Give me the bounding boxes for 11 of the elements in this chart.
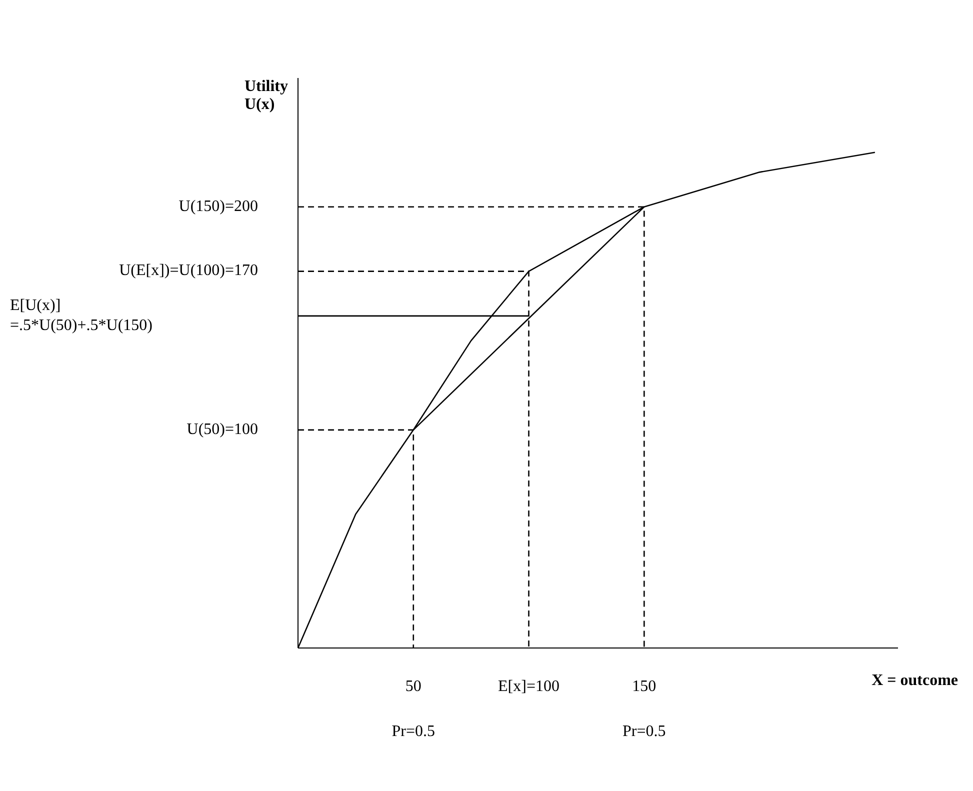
text: U(E[x])=U(100)=170 xyxy=(119,261,258,282)
text: E[U(x)] =.5*U(50)+.5*U(150) xyxy=(10,296,152,336)
text: Pr=0.5 xyxy=(622,723,667,741)
text: U(150)=200 xyxy=(178,196,258,217)
y-axis-title: Utility U(x) xyxy=(244,78,288,114)
x-axis-title: X = outcome xyxy=(872,672,958,690)
x-tick-label: 50 xyxy=(405,678,422,695)
text: Pr=0.5 xyxy=(390,723,436,741)
text: U(50)=100 xyxy=(186,420,258,440)
x-tick-label: 150 xyxy=(632,678,656,695)
x-tick-label: E[x]=100 xyxy=(498,678,560,695)
